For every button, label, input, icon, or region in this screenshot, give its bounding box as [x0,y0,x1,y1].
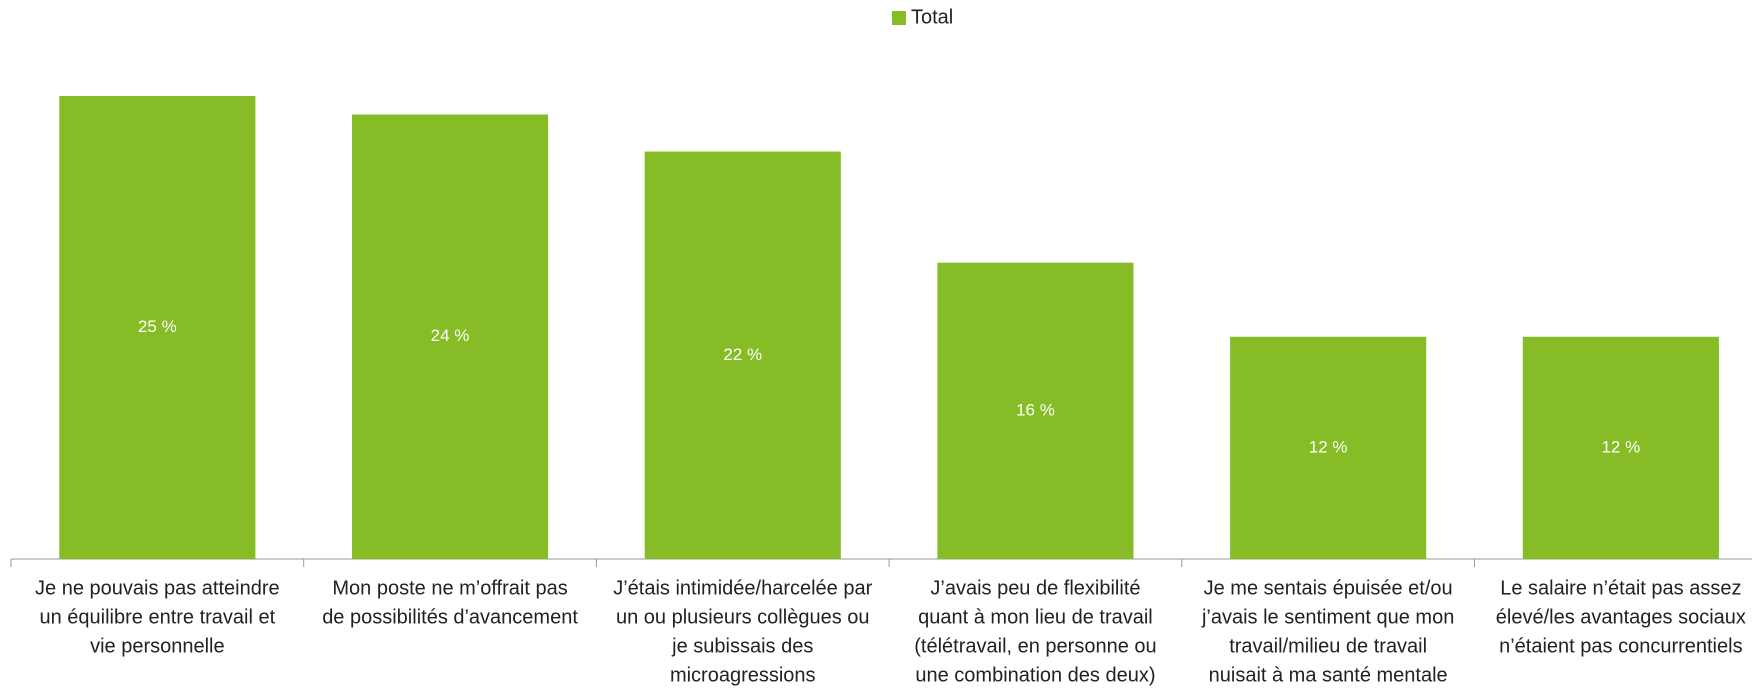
x-tick-label: microagressions [670,664,816,686]
x-tick-label: Je me sentais épuisée et/ou [1204,577,1453,599]
x-tick-label: n’étaient pas concurrentiels [1499,635,1742,657]
x-tick-label: quant à mon lieu de travail [918,606,1153,628]
data-label: 12 % [1309,437,1348,456]
bar [1230,336,1427,559]
data-label: 24 % [431,326,470,345]
x-tick-label: un ou plusieurs collègues ou [616,606,870,628]
x-tick-label: Mon poste ne m’offrait pas [332,577,567,599]
x-tick-label: travail/milieu de travail [1229,635,1427,657]
x-tick-label: un équilibre entre travail et [39,606,275,628]
bar [351,114,549,560]
x-tick-label: je subissais des [671,635,813,657]
x-tick-label: de possibilités d’avancement [322,606,578,628]
x-tick-label: j’avais le sentiment que mon [1201,606,1454,628]
bar [937,262,1134,559]
data-label: 12 % [1601,437,1640,456]
data-label: 22 % [723,345,762,364]
bar [59,96,256,559]
legend-label: Total [911,6,953,28]
x-tick-label: Le salaire n’était pas assez [1500,577,1741,599]
data-label: 16 % [1016,400,1055,419]
x-tick-label: (télétravail, en personne ou [914,635,1156,657]
x-tick-label: vie personnelle [90,635,225,657]
x-tick-label: J’avais peu de flexibilité [930,577,1140,599]
data-label: 25 % [138,317,177,336]
bar [1522,336,1719,559]
x-tick-label: J’étais intimidée/harcelée par [613,577,872,599]
x-tick-label: Je ne pouvais pas atteindre [35,577,280,599]
legend-swatch [892,11,906,25]
x-tick-label: une combination des deux) [915,664,1155,686]
x-tick-label: nuisait à ma santé mentale [1209,664,1448,686]
x-tick-label: élevé/les avantages sociaux [1496,606,1746,628]
bar [644,151,841,559]
